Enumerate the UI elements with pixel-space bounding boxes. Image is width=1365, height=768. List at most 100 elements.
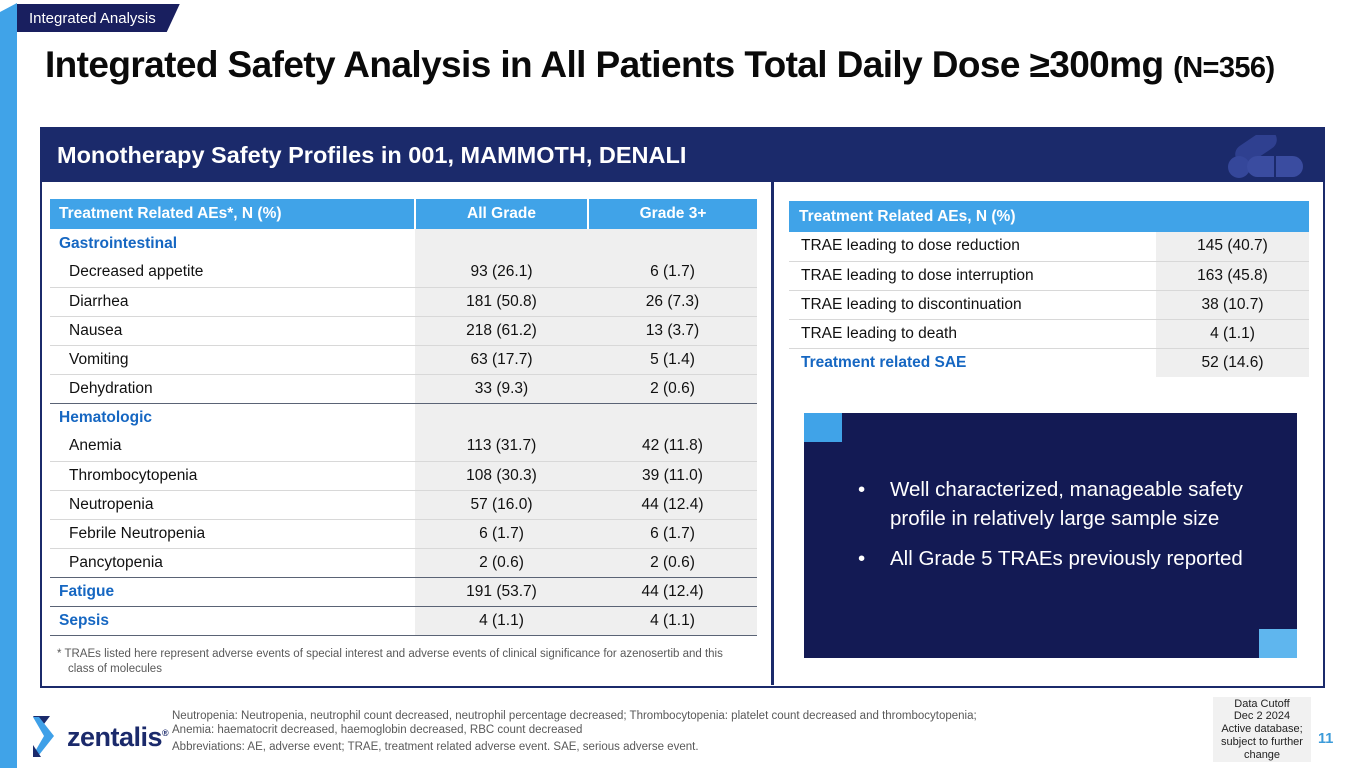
ae-table-row: Pancytopenia 2 (0.6) 2 (0.6) [50, 547, 757, 577]
trae-row-value: 52 (14.6) [1156, 347, 1310, 377]
ae-table-row: Decreased appetite 93 (26.1) 6 (1.7) [50, 258, 757, 287]
trae-row-label: TRAE leading to dose reduction [789, 232, 1156, 261]
ae-row-label: Hematologic [50, 402, 415, 432]
trae-table-row: TRAE leading to death 4 (1.1) [789, 318, 1310, 348]
ae-row-all-grade: 218 (61.2) [415, 315, 588, 345]
callout-bullet-list: Well characterized, manageable safety pr… [856, 475, 1275, 573]
callout-corner-top-left [804, 413, 842, 442]
ae-table-row: Sepsis 4 (1.1) 4 (1.1) [50, 605, 757, 636]
trae-table-row: Treatment related SAE 52 (14.6) [789, 347, 1310, 377]
ae-row-grade3: 44 (12.4) [588, 576, 757, 606]
trae-row-label: Treatment related SAE [789, 347, 1156, 377]
section-badge-label: Integrated Analysis [29, 9, 156, 27]
panel-divider [771, 182, 774, 685]
ae-row-label: Dehydration [50, 373, 415, 403]
slide-title-n: (N=356) [1173, 52, 1275, 84]
ae-table-row: Neutropenia 57 (16.0) 44 (12.4) [50, 489, 757, 519]
ae-row-grade3: 42 (11.8) [588, 432, 757, 461]
ae-row-all-grade: 113 (31.7) [415, 432, 588, 461]
ae-table-row: Hematologic [50, 402, 757, 432]
ae-table-row: Vomiting 63 (17.7) 5 (1.4) [50, 344, 757, 374]
ae-row-label: Gastrointestinal [50, 229, 415, 258]
ae-row-all-grade: 33 (9.3) [415, 373, 588, 403]
trae-row-value: 163 (45.8) [1156, 260, 1310, 290]
ae-table-row: Febrile Neutropenia 6 (1.7) 6 (1.7) [50, 518, 757, 548]
callout-bullet: All Grade 5 TRAEs previously reported [856, 544, 1275, 573]
trae-row-label: TRAE leading to discontinuation [789, 289, 1156, 319]
ae-row-grade3: 5 (1.4) [588, 344, 757, 374]
ae-col-all-grade: All Grade [415, 199, 589, 229]
ae-row-all-grade: 2 (0.6) [415, 547, 588, 577]
trae-table: Treatment Related AEs, N (%) TRAE leadin… [789, 201, 1310, 377]
zentalis-logo: zentalis® [30, 716, 169, 758]
section-badge: Integrated Analysis [17, 4, 180, 32]
ae-row-grade3: 2 (0.6) [588, 547, 757, 577]
ae-table: Treatment Related AEs*, N (%) All Grade … [50, 199, 757, 636]
trae-table-body: TRAE leading to dose reduction 145 (40.7… [789, 232, 1310, 377]
footer-notes: Neutropenia: Neutropenia, neutrophil cou… [172, 709, 1032, 754]
ae-row-all-grade: 57 (16.0) [415, 489, 588, 519]
ae-row-label: Sepsis [50, 605, 415, 636]
ae-row-label: Decreased appetite [50, 258, 415, 287]
panel-header: Monotherapy Safety Profiles in 001, MAMM… [42, 129, 1323, 182]
ae-row-all-grade: 6 (1.7) [415, 518, 588, 548]
ae-row-label: Anemia [50, 432, 415, 461]
trae-table-header: Treatment Related AEs, N (%) [789, 201, 1310, 232]
trae-row-value: 145 (40.7) [1156, 232, 1310, 261]
registered-mark: ® [162, 727, 169, 738]
ae-row-grade3: 4 (1.1) [588, 605, 757, 636]
trae-row-label: TRAE leading to dose interruption [789, 260, 1156, 290]
ae-row-all-grade: 191 (53.7) [415, 576, 588, 606]
ae-col-grade3: Grade 3+ [588, 199, 757, 229]
ae-row-label: Neutropenia [50, 489, 415, 519]
ae-table-row: Anemia 113 (31.7) 42 (11.8) [50, 432, 757, 461]
ae-row-label: Thrombocytopenia [50, 460, 415, 490]
ae-table-row: Dehydration 33 (9.3) 2 (0.6) [50, 373, 757, 403]
zentalis-wordmark: zentalis [67, 721, 163, 752]
ae-row-all-grade [415, 229, 588, 258]
safety-panel: Monotherapy Safety Profiles in 001, MAMM… [40, 127, 1325, 688]
zentalis-logo-icon [33, 716, 54, 757]
summary-callout: Well characterized, manageable safety pr… [804, 413, 1297, 658]
data-cutoff-box: Data Cutoff Dec 2 2024 Active database; … [1213, 697, 1311, 762]
slide-title-main: Integrated Safety Analysis in All Patien… [45, 44, 1174, 85]
trae-table-row: TRAE leading to dose interruption 163 (4… [789, 260, 1310, 290]
ae-col-treatment: Treatment Related AEs*, N (%) [50, 199, 416, 229]
ae-row-all-grade [415, 402, 588, 432]
trae-row-label: TRAE leading to death [789, 318, 1156, 348]
ae-row-label: Diarrhea [50, 286, 415, 316]
ae-row-label: Febrile Neutropenia [50, 518, 415, 548]
ae-row-grade3: 6 (1.7) [588, 518, 757, 548]
pills-icon [1228, 135, 1303, 178]
panel-header-title: Monotherapy Safety Profiles in 001, MAMM… [57, 142, 687, 168]
trae-table-row: TRAE leading to discontinuation 38 (10.7… [789, 289, 1310, 319]
ae-row-grade3: 2 (0.6) [588, 373, 757, 403]
zentalis-logo-text: zentalis® [67, 721, 169, 753]
ae-row-grade3: 39 (11.0) [588, 460, 757, 490]
ae-table-header-row: Treatment Related AEs*, N (%) All Grade … [50, 199, 757, 229]
ae-table-footnote: * TRAEs listed here represent adverse ev… [57, 648, 723, 675]
ae-row-all-grade: 93 (26.1) [415, 258, 588, 287]
ae-row-all-grade: 63 (17.7) [415, 344, 588, 374]
ae-table-row: Gastrointestinal [50, 229, 757, 258]
ae-row-grade3: 6 (1.7) [588, 258, 757, 287]
ae-row-grade3: 13 (3.7) [588, 315, 757, 345]
trae-row-value: 4 (1.1) [1156, 318, 1310, 348]
slide-title: Integrated Safety Analysis in All Patien… [45, 44, 1275, 86]
ae-row-grade3: 26 (7.3) [588, 286, 757, 316]
ae-row-all-grade: 4 (1.1) [415, 605, 588, 636]
ae-row-all-grade: 181 (50.8) [415, 286, 588, 316]
left-accent-bar [0, 3, 17, 768]
footnote-anemia: Anemia: haematocrit decreased, haemoglob… [172, 724, 583, 737]
page-number: 11 [1318, 731, 1334, 747]
trae-table-header-row: Treatment Related AEs, N (%) [789, 201, 1310, 232]
ae-table-row: Thrombocytopenia 108 (30.3) 39 (11.0) [50, 460, 757, 490]
ae-table-row: Diarrhea 181 (50.8) 26 (7.3) [50, 286, 757, 316]
ae-row-label: Nausea [50, 315, 415, 345]
trae-table-row: TRAE leading to dose reduction 145 (40.7… [789, 232, 1310, 261]
ae-row-grade3 [588, 229, 757, 258]
trae-row-value: 38 (10.7) [1156, 289, 1310, 319]
ae-row-all-grade: 108 (30.3) [415, 460, 588, 490]
ae-table-row: Nausea 218 (61.2) 13 (3.7) [50, 315, 757, 345]
